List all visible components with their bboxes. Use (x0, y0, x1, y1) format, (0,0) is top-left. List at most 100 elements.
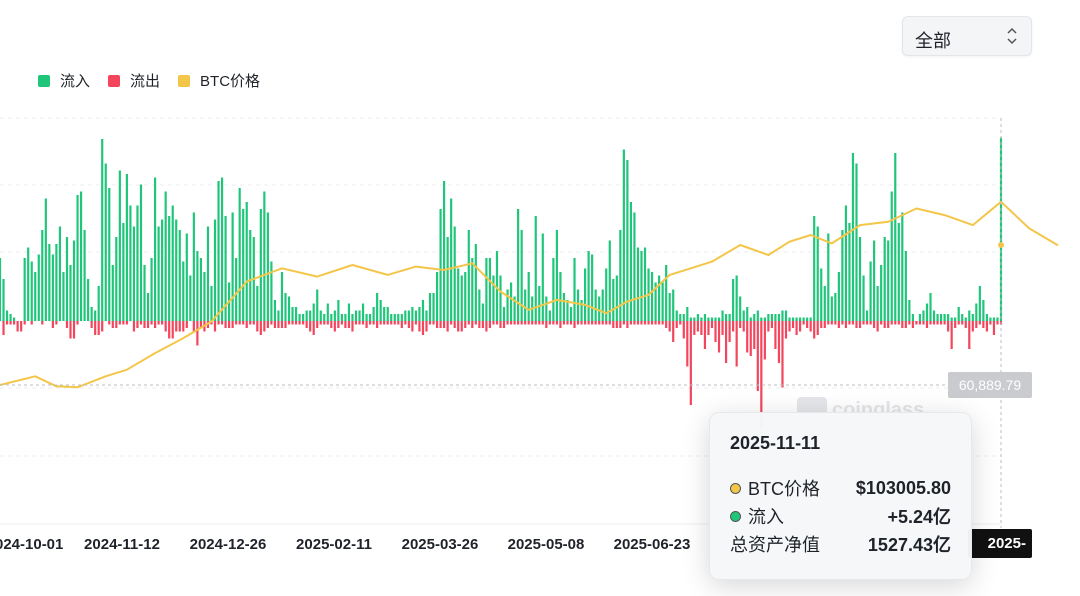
outflow-bar (263, 321, 266, 332)
outflow-bar (481, 321, 484, 328)
outflow-bar (393, 321, 396, 325)
outflow-bar (784, 321, 788, 339)
inflow-bar (94, 310, 97, 321)
outflow-bar (150, 321, 153, 325)
outflow-bar (277, 321, 280, 328)
inflow-bar (330, 314, 333, 321)
outflow-bar (499, 321, 502, 328)
outflow-bar (157, 321, 160, 325)
outflow-bar (598, 321, 601, 325)
inflow-bar (9, 314, 12, 321)
outflow-bar (802, 321, 805, 325)
filter-select[interactable]: 全部 (902, 16, 1032, 56)
legend-item-btc-price[interactable]: BTC价格 (178, 70, 260, 91)
outflow-bar (168, 321, 171, 339)
outflow-bar (210, 321, 213, 325)
inflow-bar (650, 272, 654, 321)
outflow-bar (245, 321, 248, 328)
outflow-bar (294, 321, 298, 325)
inflow-bar (5, 310, 9, 321)
inflow-bar (626, 160, 629, 321)
outflow-bar (746, 321, 749, 353)
inflow-bar (171, 205, 174, 321)
outflow-bar (379, 321, 382, 325)
outflow-bar (862, 321, 865, 325)
inflow-bar (196, 251, 199, 321)
outflow-bar (587, 321, 590, 325)
outflow-bar (636, 321, 640, 325)
inflow-bar (929, 293, 932, 321)
outflow-bar (153, 321, 157, 328)
inflow-bar (386, 307, 389, 321)
inflow-bar (58, 226, 62, 321)
outflow-bar (506, 321, 509, 325)
outflow-bar (224, 321, 227, 328)
inflow-bar (369, 314, 372, 321)
outflow-bar (51, 321, 54, 328)
legend-swatch-outflow (108, 74, 121, 87)
outflow-bar (411, 321, 414, 332)
outflow-bar (710, 321, 714, 328)
inflow-bar (566, 300, 569, 321)
tooltip-dot-btc-price (730, 482, 741, 494)
inflow-bar (220, 177, 224, 321)
outflow-bar (171, 321, 174, 339)
inflow-bar (985, 314, 988, 321)
inflow-bar (383, 307, 386, 321)
inflow-bar (968, 310, 971, 321)
outflow-bar (143, 321, 146, 328)
outflow-bar (273, 321, 277, 328)
outflow-bar (369, 321, 372, 325)
outflow-bar (982, 321, 985, 328)
outflow-bar (435, 321, 439, 328)
legend-swatch-btc-price (178, 74, 191, 87)
outflow-bar (883, 321, 886, 328)
inflow-bar (210, 286, 213, 321)
inflow-bar (999, 137, 1003, 321)
outflow-bar (957, 321, 960, 325)
inflow-bar (608, 240, 611, 321)
inflow-bar (460, 275, 463, 321)
inflow-bar (703, 314, 707, 321)
inflow-bar (721, 310, 724, 321)
outflow-bar (584, 321, 587, 325)
outflow-bar (608, 321, 611, 325)
inflow-bar (876, 286, 879, 321)
inflow-bar (72, 240, 76, 321)
inflow-bar (527, 272, 530, 321)
inflow-bar (407, 310, 410, 321)
legend-item-outflow[interactable]: 流出 (108, 70, 160, 91)
x-tick-label: 2025-02-11 (296, 536, 372, 553)
outflow-bar (94, 321, 97, 335)
tooltip-value-btc-price: $103005.80 (855, 477, 951, 498)
inflow-bar (319, 310, 322, 321)
inflow-bar (675, 310, 678, 321)
inflow-bar (485, 258, 488, 321)
outflow-bar (471, 321, 474, 328)
inflow-bar (901, 212, 904, 321)
outflow-bar (372, 321, 375, 325)
outflow-bar (509, 321, 513, 325)
inflow-bar (760, 317, 763, 321)
inflow-bar (806, 317, 809, 321)
tooltip-row-inflow: 流入 +5.24亿 (730, 502, 951, 530)
legend-item-inflow[interactable]: 流入 (38, 70, 90, 91)
outflow-bar (464, 321, 467, 328)
outflow-bar (654, 321, 657, 325)
outflow-bar (851, 321, 855, 325)
inflow-bar (238, 188, 241, 321)
inflow-bar (851, 153, 855, 321)
outflow-bar (820, 321, 823, 328)
inflow-bar (746, 307, 749, 321)
inflow-bar (873, 240, 876, 321)
legend-label-inflow: 流入 (60, 73, 91, 90)
x-axis-tick-labels: 2024-10-01 2024-11-12 2024-12-26 2025-02-11… (0, 536, 690, 553)
inflow-bar (65, 237, 69, 321)
inflow-bar (848, 223, 851, 321)
outflow-bar (418, 321, 421, 332)
outflow-bar (284, 321, 287, 328)
outflow-bar (707, 321, 710, 335)
inflow-bar (982, 300, 985, 321)
inflow-bar (584, 268, 587, 321)
inflow-bar (30, 261, 33, 321)
